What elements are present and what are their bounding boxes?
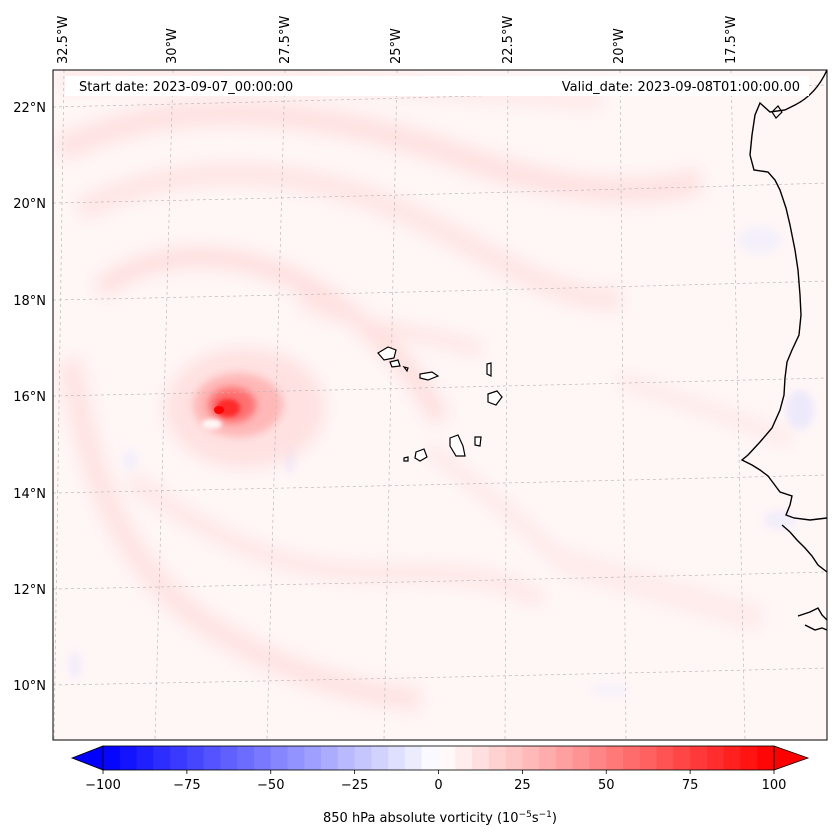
colorbar-segment [237,746,255,770]
colorbar-extend-high [773,745,810,771]
lat-label: 14°N [13,487,46,502]
valid-date-label: Valid_date: 2023-09-08T01:00:00.00 [562,80,800,95]
colorbar-segment [472,746,490,770]
coast-detail-north [771,105,783,119]
colorbar-segment [153,746,171,770]
island-sao-nicolau [419,371,440,381]
lon-label: 30°W [165,28,180,64]
colorbar-segment [354,746,372,770]
colorbar-segment [723,746,741,770]
colorbar-segment [438,746,456,770]
colorbar-segment [304,746,322,770]
colorbar-tick-label: 0 [434,778,442,793]
lon-label: 32.5°W [56,16,71,64]
colorbar-segment [555,746,574,770]
gridlines [53,70,827,740]
island-santiago [449,434,466,457]
colorbar-segment [186,746,205,770]
colorbar-ticks: −100 −75 −50 −25 0 25 50 75 100 [85,770,786,793]
colorbar-segment [371,746,389,770]
colorbar-segment [706,746,725,770]
colorbar-segment [287,746,305,770]
colorbar: −100 −75 −50 −25 0 25 50 75 100 850 hPa absolute… [70,745,810,826]
colorbar-tick-label: 100 [762,778,787,793]
start-date-label: Start date: 2023-09-07_00:00:00 [79,80,293,95]
colorbar-tick-label: −100 [85,778,121,793]
lat-label: 10°N [13,679,46,694]
colorbar-segment [572,746,590,770]
colorbar-segment [522,746,540,770]
lon-label: 25°W [389,28,404,64]
colorbar-segment [505,746,523,770]
island-maio [474,436,482,447]
island-brava [403,456,409,462]
island-santo-antao [377,346,397,361]
colorbar-segment [606,746,624,770]
colorbar-segment [119,746,138,770]
colorbar-segment [455,746,473,770]
island-fogo [414,448,428,462]
colorbar-tick-label: −25 [341,778,368,793]
colorbar-segment [220,746,238,770]
colorbar-segment [136,746,154,770]
colorbar-extend-low [70,745,104,771]
colorbar-segment [639,746,658,770]
lon-label: 22.5°W [501,16,516,64]
colorbar-segment [421,746,439,770]
colorbar-segments [103,746,775,770]
colorbar-tick-label: −50 [257,778,284,793]
latitude-labels: 22°N 20°N 18°N 16°N 14°N 12°N 10°N [13,101,46,694]
colorbar-tick-label: −75 [173,778,200,793]
colorbar-segment [690,746,708,770]
lat-label: 12°N [13,583,46,598]
lat-label: 20°N [13,197,46,212]
lon-label: 20°W [612,28,627,64]
map-area: Start date: 2023-09-07_00:00:00 Valid_da… [52,69,828,741]
colorbar-segment [488,746,507,770]
colorbar-segment [539,746,557,770]
colorbar-segment [740,746,758,770]
colorbar-segment [253,746,272,770]
island-sao-vicente [389,359,401,368]
colorbar-segment [404,746,423,770]
colorbar-segment [757,746,775,770]
colorbar-segment [337,746,356,770]
island-sal [486,362,492,377]
longitude-labels: 32.5°W 30°W 27.5°W 25°W 22.5°W 20°W 17.5… [56,16,739,64]
colorbar-segment [270,746,289,770]
colorbar-segment [321,746,339,770]
lon-label: 17.5°W [724,16,739,64]
lat-label: 18°N [13,294,46,309]
colorbar-tick-label: 75 [682,778,699,793]
lat-label: 16°N [13,390,46,405]
african-coastline [740,69,828,631]
colorbar-segment [203,746,221,770]
colorbar-segment [170,746,188,770]
lat-label: 22°N [13,101,46,116]
colorbar-tick-label: 50 [598,778,615,793]
map-frame [52,69,828,741]
colorbar-segment [589,746,607,770]
colorbar-tick-label: 25 [514,778,531,793]
vortex-core [165,348,325,468]
colorbar-label: 850 hPa absolute vorticity (10−5s−1) [323,810,557,826]
colorbar-segment [673,746,691,770]
island-santa-luzia [402,366,409,373]
lon-label: 27.5°W [278,16,293,64]
colorbar-segment [388,746,406,770]
island-boa-vista [487,390,503,406]
colorbar-segment [656,746,674,770]
colorbar-segment [623,746,641,770]
cape-verde-islands [377,346,503,462]
date-bar [65,76,809,96]
colorbar-segment [103,746,121,770]
